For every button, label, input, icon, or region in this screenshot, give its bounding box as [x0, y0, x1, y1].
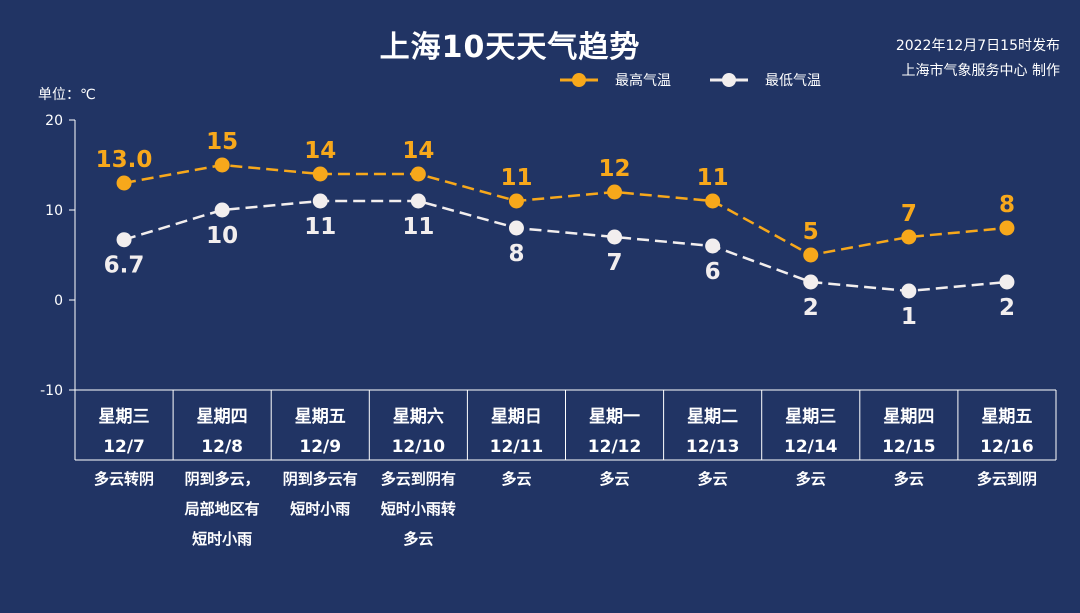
low-temp-point — [999, 274, 1015, 290]
weather-label: 多云 — [501, 470, 531, 488]
y-tick-label: -10 — [40, 383, 63, 399]
weekday-label: 星期四 — [883, 407, 934, 427]
low-temp-point — [901, 283, 917, 299]
legend-low-marker — [722, 73, 736, 87]
y-tick-label: 0 — [54, 293, 63, 309]
weekday-label: 星期一 — [589, 407, 640, 427]
low-temp-point — [312, 193, 328, 209]
weekday-label: 星期五 — [295, 407, 346, 427]
producer: 上海市气象服务中心 制作 — [901, 63, 1060, 79]
date-label: 12/10 — [392, 437, 446, 457]
high-temp-point — [508, 193, 524, 209]
weather-label: 多云 — [698, 470, 728, 488]
weather-label: 阴到多云， — [185, 470, 260, 488]
low-temp-label: 8 — [508, 241, 524, 267]
weather-label: 多云 — [894, 470, 924, 488]
high-temp-label: 14 — [402, 138, 434, 164]
legend-low-label: 最低气温 — [765, 73, 821, 89]
low-temp-label: 11 — [304, 214, 336, 240]
y-tick-label: 20 — [45, 113, 63, 129]
high-temp-point — [999, 220, 1015, 236]
weekday-label: 星期三 — [785, 407, 836, 427]
low-temp-point — [214, 202, 230, 218]
weekday-label: 星期五 — [981, 407, 1032, 427]
date-label: 12/16 — [980, 437, 1034, 457]
y-tick-label: 10 — [45, 203, 63, 219]
weather-label: 多云 — [600, 470, 630, 488]
high-temp-label: 11 — [697, 165, 729, 191]
low-temp-label: 2 — [999, 295, 1015, 321]
legend-high-label: 最高气温 — [615, 72, 671, 89]
high-temp-label: 14 — [304, 138, 336, 164]
low-temp-label: 6 — [705, 259, 721, 285]
low-temp-point — [508, 220, 524, 236]
date-label: 12/14 — [784, 437, 838, 457]
low-temp-label: 1 — [901, 304, 917, 330]
high-temp-point — [803, 247, 819, 263]
high-temp-label: 12 — [599, 156, 631, 182]
high-temp-label: 8 — [999, 192, 1015, 218]
date-label: 12/8 — [201, 437, 243, 457]
low-temp-label: 7 — [607, 250, 623, 276]
weather-label: 多云转阴 — [94, 470, 154, 488]
high-temp-label: 5 — [803, 219, 819, 245]
date-label: 12/7 — [103, 437, 145, 457]
high-temp-point — [116, 175, 132, 191]
chart-title: 上海10天天气趋势 — [379, 30, 641, 65]
low-temp-point — [705, 238, 721, 254]
weather-label: 短时小雨转 — [381, 500, 456, 518]
low-temp-label: 6.7 — [104, 253, 145, 279]
low-temp-label: 10 — [206, 223, 238, 249]
high-temp-point — [214, 157, 230, 173]
unit-label: 单位：℃ — [38, 87, 96, 103]
high-temp-point — [607, 184, 623, 200]
high-temp-point — [312, 166, 328, 182]
weather-label: 短时小雨 — [192, 530, 252, 548]
high-temp-line — [123, 163, 1008, 257]
weekday-label: 星期二 — [687, 407, 738, 427]
low-temp-point — [116, 232, 132, 248]
low-temp-line — [123, 199, 1008, 293]
low-temp-point — [410, 193, 426, 209]
date-label: 12/13 — [686, 437, 740, 457]
high-temp-point — [705, 193, 721, 209]
weekday-label: 星期六 — [393, 406, 444, 427]
legend-high-marker — [572, 73, 586, 87]
date-label: 12/15 — [882, 437, 936, 457]
low-temp-point — [607, 229, 623, 245]
weekday-label: 星期日 — [491, 407, 542, 427]
high-temp-label: 13.0 — [96, 147, 153, 173]
publish-time: 2022年12月7日15时发布 — [895, 38, 1060, 54]
weekday-label: 星期三 — [99, 407, 150, 427]
high-temp-label: 11 — [500, 165, 532, 191]
date-label: 12/12 — [588, 437, 642, 457]
weekday-label: 星期四 — [197, 407, 248, 427]
high-temp-point — [901, 229, 917, 245]
weather-label: 多云 — [796, 470, 826, 488]
weather-label: 局部地区有 — [184, 500, 260, 518]
weather-label: 阴到多云有 — [283, 470, 358, 488]
publish-info: 2022年12月7日15时发布 上海市气象服务中心 制作 — [896, 34, 1060, 84]
high-temp-point — [410, 166, 426, 182]
low-temp-label: 11 — [402, 214, 434, 240]
weather-label: 短时小雨 — [290, 500, 350, 518]
high-temp-label: 7 — [901, 201, 917, 227]
date-label: 12/11 — [490, 437, 544, 457]
high-temp-label: 15 — [206, 129, 238, 155]
weather-label: 多云到阴有 — [381, 470, 456, 488]
low-temp-point — [803, 274, 819, 290]
date-label: 12/9 — [299, 437, 341, 457]
weather-label: 多云 — [403, 530, 433, 548]
weather-label: 多云到阴 — [977, 470, 1037, 488]
low-temp-label: 2 — [803, 295, 819, 321]
